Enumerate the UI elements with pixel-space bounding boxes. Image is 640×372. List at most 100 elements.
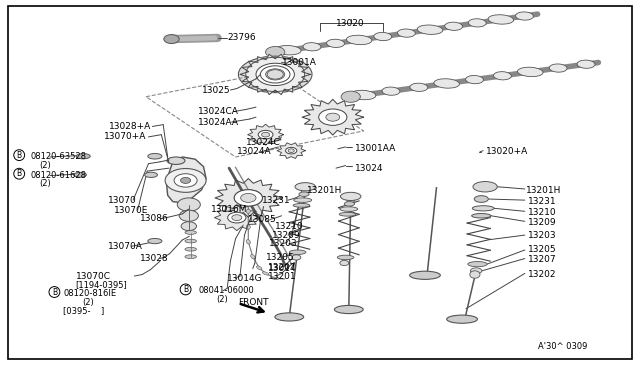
Text: 13201H: 13201H (526, 186, 561, 195)
Text: 13202: 13202 (528, 270, 557, 279)
Ellipse shape (246, 209, 250, 214)
Ellipse shape (167, 157, 185, 164)
Text: 13028+A: 13028+A (109, 122, 151, 131)
Circle shape (164, 35, 179, 44)
Text: [1194-0395]: [1194-0395] (76, 280, 127, 289)
Ellipse shape (468, 262, 487, 267)
Text: 13001AA: 13001AA (355, 144, 396, 153)
Text: 13070A: 13070A (108, 242, 142, 251)
Ellipse shape (434, 79, 460, 88)
Ellipse shape (516, 12, 533, 20)
Ellipse shape (185, 239, 196, 243)
Ellipse shape (470, 268, 482, 274)
Text: 23796: 23796 (227, 33, 256, 42)
Ellipse shape (417, 25, 443, 34)
Circle shape (180, 177, 191, 183)
Circle shape (326, 113, 340, 121)
Text: 13205: 13205 (266, 253, 294, 262)
Ellipse shape (473, 182, 497, 192)
Text: 13024: 13024 (355, 164, 384, 173)
Text: 08041-06000: 08041-06000 (198, 286, 254, 295)
Text: 08120-816IE: 08120-816IE (64, 289, 117, 298)
Text: 13020+A: 13020+A (486, 147, 529, 156)
Circle shape (234, 190, 262, 206)
Circle shape (174, 174, 197, 187)
Ellipse shape (468, 19, 486, 27)
Ellipse shape (350, 90, 376, 100)
Ellipse shape (289, 250, 306, 254)
Text: 13070+A: 13070+A (104, 132, 146, 141)
Ellipse shape (549, 64, 567, 72)
Polygon shape (248, 124, 284, 145)
Ellipse shape (303, 43, 321, 51)
Text: 13201H: 13201H (307, 186, 342, 195)
Text: 13025: 13025 (202, 86, 230, 94)
Ellipse shape (382, 87, 400, 95)
Text: B: B (17, 151, 22, 160)
Ellipse shape (238, 56, 312, 93)
Circle shape (228, 212, 246, 223)
Text: 13201: 13201 (268, 272, 296, 280)
Ellipse shape (145, 172, 157, 177)
Ellipse shape (346, 195, 355, 203)
Ellipse shape (326, 39, 344, 48)
Text: A'30^ 0309: A'30^ 0309 (538, 342, 587, 351)
Text: (2): (2) (82, 298, 93, 307)
Ellipse shape (293, 203, 310, 207)
Text: 13203: 13203 (269, 239, 298, 248)
Ellipse shape (276, 45, 301, 55)
Ellipse shape (275, 313, 304, 321)
Text: 13020: 13020 (337, 19, 365, 28)
Ellipse shape (335, 305, 364, 314)
Text: 13014G: 13014G (227, 274, 263, 283)
Circle shape (165, 169, 206, 192)
Circle shape (232, 215, 242, 221)
Circle shape (181, 222, 196, 231)
Text: FRONT: FRONT (238, 298, 269, 307)
Ellipse shape (299, 192, 309, 196)
Circle shape (266, 46, 285, 58)
Ellipse shape (295, 183, 316, 191)
Ellipse shape (397, 29, 415, 37)
Ellipse shape (577, 60, 595, 68)
Circle shape (262, 132, 269, 137)
Circle shape (260, 66, 290, 83)
Ellipse shape (410, 271, 440, 279)
Polygon shape (240, 54, 310, 94)
Ellipse shape (339, 212, 356, 216)
Ellipse shape (470, 271, 480, 278)
Ellipse shape (493, 72, 511, 80)
Text: 13016M: 13016M (211, 205, 248, 214)
Circle shape (285, 147, 297, 154)
Circle shape (246, 57, 305, 92)
Text: 13203: 13203 (528, 231, 557, 240)
Text: 13231: 13231 (262, 196, 291, 205)
Ellipse shape (262, 272, 269, 275)
Circle shape (288, 149, 294, 153)
Text: (2): (2) (40, 179, 51, 188)
Circle shape (319, 109, 347, 125)
Ellipse shape (474, 196, 488, 202)
Text: B: B (52, 288, 57, 296)
Ellipse shape (340, 192, 361, 201)
Text: 08120-61628: 08120-61628 (31, 171, 87, 180)
Text: 13024A: 13024A (237, 147, 271, 156)
Circle shape (241, 193, 256, 202)
Ellipse shape (185, 247, 196, 251)
Ellipse shape (185, 255, 196, 259)
Text: 13001A: 13001A (282, 58, 316, 67)
Text: (2): (2) (216, 295, 228, 304)
Ellipse shape (346, 35, 372, 45)
Text: (2): (2) (40, 161, 51, 170)
Ellipse shape (246, 225, 250, 229)
Ellipse shape (472, 214, 491, 218)
Ellipse shape (447, 315, 477, 323)
Text: 13014: 13014 (268, 264, 296, 273)
Text: B: B (17, 169, 22, 178)
Text: 13210: 13210 (275, 222, 304, 231)
Circle shape (320, 110, 346, 125)
Ellipse shape (148, 238, 162, 244)
Ellipse shape (74, 173, 86, 177)
Ellipse shape (251, 254, 255, 259)
Text: 13024C: 13024C (246, 138, 281, 147)
